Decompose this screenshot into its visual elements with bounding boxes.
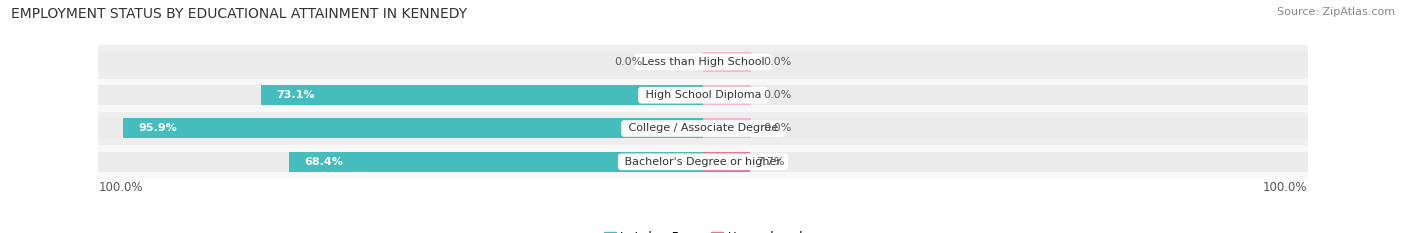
Bar — [703, 85, 751, 105]
Text: 0.0%: 0.0% — [614, 57, 643, 67]
Bar — [703, 52, 751, 72]
Text: 100.0%: 100.0% — [98, 181, 143, 194]
Text: 0.0%: 0.0% — [763, 123, 792, 134]
Bar — [98, 152, 1308, 172]
Text: High School Diploma: High School Diploma — [641, 90, 765, 100]
Bar — [98, 79, 1308, 112]
Bar — [262, 85, 703, 105]
Bar — [98, 52, 1308, 72]
Text: 68.4%: 68.4% — [305, 157, 343, 167]
Text: Source: ZipAtlas.com: Source: ZipAtlas.com — [1277, 7, 1395, 17]
Text: EMPLOYMENT STATUS BY EDUCATIONAL ATTAINMENT IN KENNEDY: EMPLOYMENT STATUS BY EDUCATIONAL ATTAINM… — [11, 7, 467, 21]
Bar — [703, 119, 751, 138]
Text: 7.7%: 7.7% — [755, 157, 785, 167]
Text: 0.0%: 0.0% — [763, 57, 792, 67]
Text: 100.0%: 100.0% — [1263, 181, 1308, 194]
Bar — [124, 119, 703, 138]
Bar — [703, 152, 749, 172]
Text: College / Associate Degree: College / Associate Degree — [624, 123, 782, 134]
Bar — [98, 145, 1308, 178]
Text: Bachelor's Degree or higher: Bachelor's Degree or higher — [621, 157, 785, 167]
Text: 0.0%: 0.0% — [763, 90, 792, 100]
Bar — [290, 152, 703, 172]
Bar — [98, 112, 1308, 145]
Legend: In Labor Force, Unemployed: In Labor Force, Unemployed — [599, 226, 807, 233]
Text: Less than High School: Less than High School — [638, 57, 768, 67]
Text: 95.9%: 95.9% — [138, 123, 177, 134]
Text: 73.1%: 73.1% — [276, 90, 315, 100]
Bar — [98, 45, 1308, 79]
Bar — [98, 119, 1308, 138]
Bar — [98, 85, 1308, 105]
